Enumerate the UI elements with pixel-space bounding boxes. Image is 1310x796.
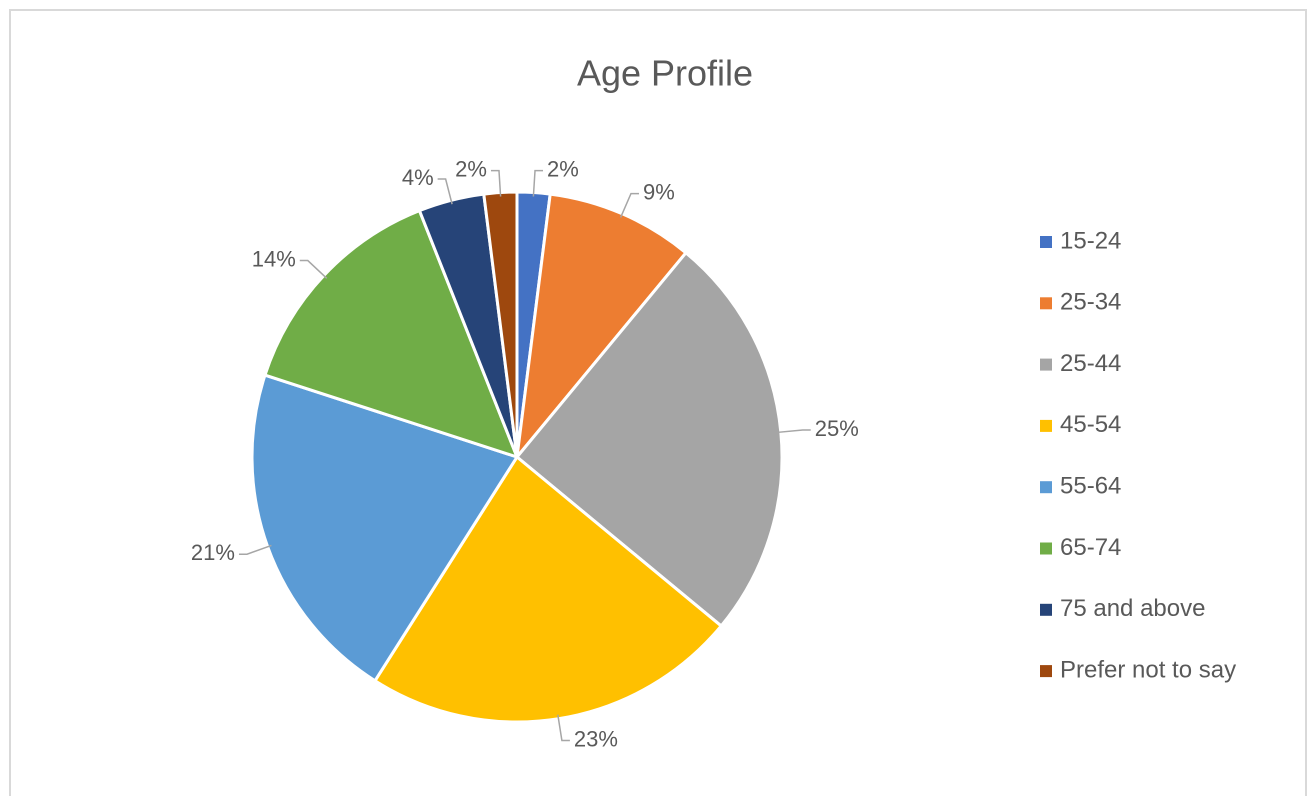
data-label: 2%	[547, 156, 579, 181]
leader-line	[619, 192, 639, 218]
leader-line	[490, 169, 502, 197]
leader-line	[532, 169, 544, 197]
legend-swatch	[1040, 297, 1052, 310]
legend-swatch	[1040, 481, 1052, 494]
legend-label: 55-64	[1060, 473, 1121, 500]
leader-line	[299, 259, 328, 279]
legend-label: 25-34	[1060, 289, 1121, 316]
legend-label: 45-54	[1060, 411, 1121, 438]
legend-swatch	[1040, 603, 1052, 616]
data-label: 9%	[643, 179, 675, 204]
leader-line	[776, 429, 811, 434]
chart-title: Age Profile	[577, 53, 753, 94]
leader-line	[238, 544, 272, 555]
leader-line	[437, 178, 453, 205]
legend-swatch	[1040, 358, 1052, 371]
leader-line	[557, 714, 570, 742]
legend-label: 65-74	[1060, 534, 1121, 561]
data-label: 23%	[574, 726, 618, 751]
legend-swatch	[1040, 419, 1052, 432]
legend-label: 75 and above	[1060, 595, 1205, 622]
data-label: 21%	[191, 540, 235, 565]
legend-label: 25-44	[1060, 350, 1121, 377]
data-label: 4%	[402, 165, 434, 190]
legend-swatch	[1040, 542, 1052, 555]
data-label: 25%	[815, 416, 859, 441]
legend-swatch	[1040, 665, 1052, 678]
data-label: 2%	[455, 156, 487, 181]
legend-swatch	[1040, 236, 1052, 248]
data-label: 14%	[252, 246, 296, 271]
legend-label: 15-24	[1060, 227, 1121, 254]
legend-label: Prefer not to say	[1060, 656, 1236, 683]
